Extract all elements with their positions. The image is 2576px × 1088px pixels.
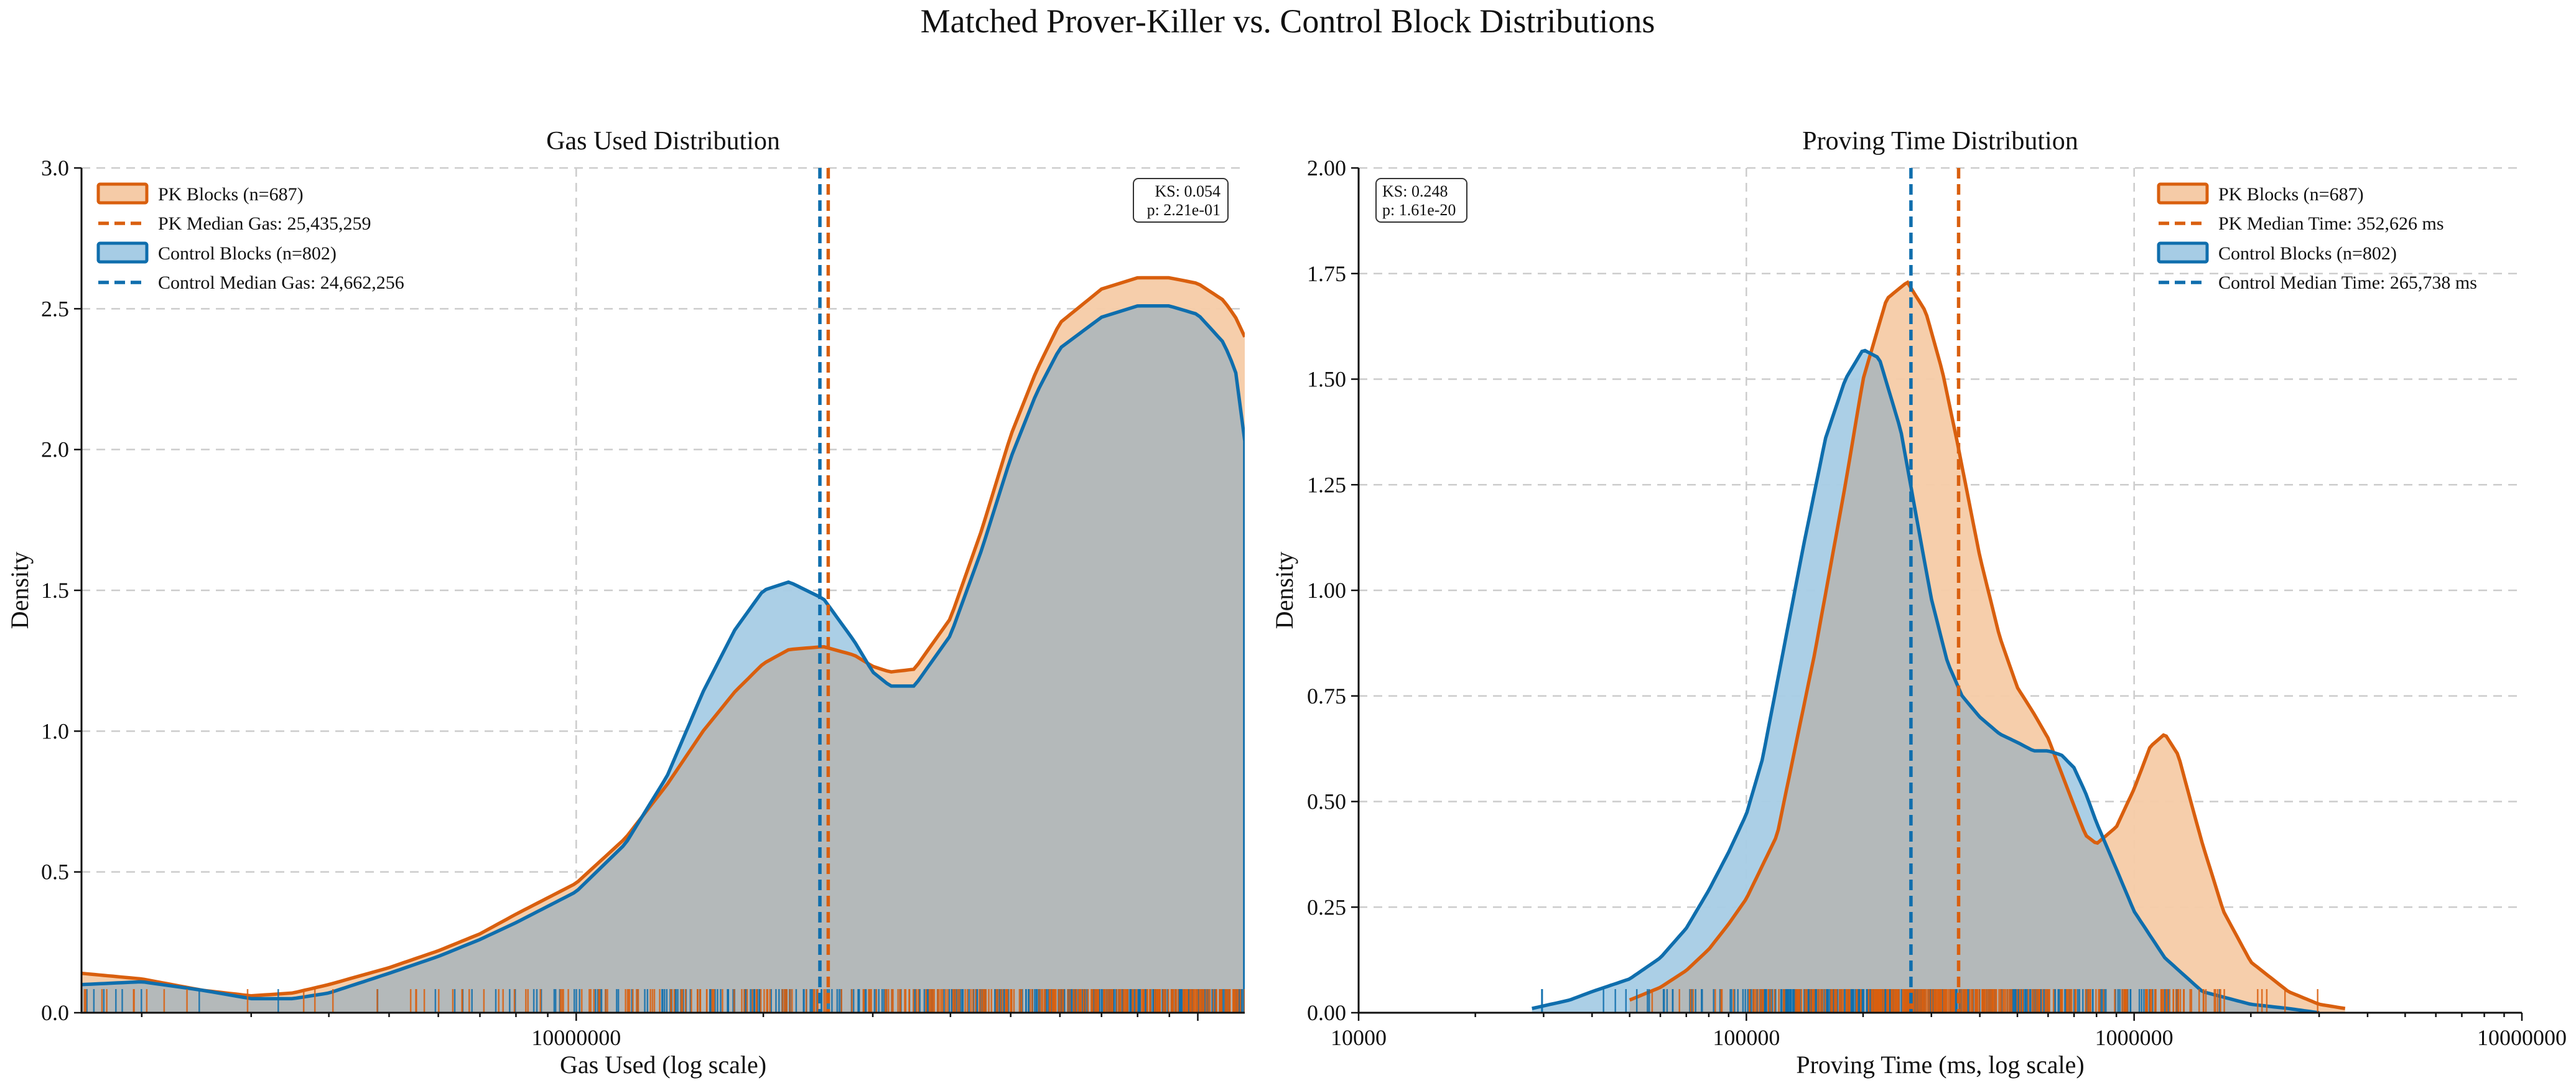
x-tick-label: 10000 <box>1331 1025 1387 1050</box>
legend-label-pk: PK Blocks (n=687) <box>2218 184 2364 205</box>
density-line-control-proving <box>1532 348 2320 1013</box>
figure-title: Matched Prover-Killer vs. Control Block … <box>921 2 1655 40</box>
x-ticks-gas: 10000000 <box>141 1013 1199 1050</box>
stat-ks-gas: KS: 0.054 <box>1155 182 1221 200</box>
y-tick-label: 1.25 <box>1307 472 1346 497</box>
x-tick-label: 10000000 <box>2477 1025 2567 1050</box>
x-tick-label: 10000000 <box>531 1025 621 1050</box>
x-ticks-proving: 10000 100000 1000000 10000000 <box>1331 1013 2567 1050</box>
legend-label-control: Control Blocks (n=802) <box>158 243 337 264</box>
y-tick-label: 0.50 <box>1307 789 1346 814</box>
y-tick-label: 1.75 <box>1307 261 1346 286</box>
stats-box-proving: KS: 0.248 p: 1.61e-20 <box>1375 178 1467 223</box>
y-ticks-proving: 0.00 0.25 0.50 0.75 1.00 1.25 1.50 1.75 2.00 <box>1307 156 1359 1025</box>
density-line-control-gas <box>81 304 1245 1013</box>
y-axis-label-proving: Density <box>1270 552 1298 629</box>
grid-gas <box>81 167 1245 1013</box>
y-tick-label: 2.0 <box>41 437 69 462</box>
y-tick-label: 2.00 <box>1307 156 1346 180</box>
chart-proving-time: Proving Time Distribution 0.000.250.500.… <box>1270 127 2567 1079</box>
density-line-pk-gas <box>81 276 1245 998</box>
chart-title-gas: Gas Used Distribution <box>546 127 780 156</box>
y-tick-label: 0.25 <box>1307 895 1346 919</box>
y-tick-label: 1.0 <box>41 718 69 743</box>
y-ticks-gas: 0.0 0.5 1.0 1.5 2.0 2.5 3.0 <box>41 156 81 1025</box>
y-tick-label: 3.0 <box>41 156 69 180</box>
legend-proving: PK Blocks (n=687) PK Median Time: 352,62… <box>2157 182 2477 293</box>
y-tick-label: 1.5 <box>41 578 69 603</box>
density-overlap-proving <box>1629 353 2320 1013</box>
x-axis-label-gas: Gas Used (log scale) <box>560 1051 766 1079</box>
rug-marks-gas <box>83 989 1245 1013</box>
legend-label-pk: PK Blocks (n=687) <box>158 184 304 205</box>
y-tick-label: 1.00 <box>1307 578 1346 603</box>
legend-swatch-control <box>96 241 149 264</box>
chart-title-proving: Proving Time Distribution <box>1802 127 2078 156</box>
legend-gas: PK Blocks (n=687) PK Median Gas: 25,435,… <box>96 182 404 293</box>
chart-gas-used: Gas Used Distribution 0.0 0.5 1.0 1.5 2.0 2.5… <box>6 127 1245 1079</box>
legend-label-control-median: Control Median Gas: 24,662,256 <box>158 272 404 293</box>
legend-swatch-control <box>2157 241 2209 264</box>
stat-p-gas: p: 2.21e-01 <box>1147 201 1221 219</box>
stats-box-gas: KS: 0.054 p: 2.21e-01 <box>1133 178 1229 223</box>
legend-label-control-median: Control Median Time: 265,738 ms <box>2218 272 2477 293</box>
y-tick-label: 0.00 <box>1307 1000 1346 1025</box>
y-tick-label: 1.50 <box>1307 367 1346 392</box>
legend-swatch-pk <box>2157 182 2209 205</box>
stat-p-proving: p: 1.61e-20 <box>1382 201 1456 219</box>
x-tick-label: 100000 <box>1713 1025 1780 1050</box>
density-overlap-gas <box>81 305 1245 1013</box>
y-tick-label: 0.5 <box>41 860 69 885</box>
legend-label-pk-median: PK Median Time: 352,626 ms <box>2218 213 2444 234</box>
legend-label-pk-median: PK Median Gas: 25,435,259 <box>158 213 371 234</box>
y-tick-label: 0.75 <box>1307 684 1346 709</box>
x-axis-label-proving: Proving Time (ms, log scale) <box>1796 1051 2084 1079</box>
x-tick-label: 1000000 <box>2095 1025 2174 1050</box>
legend-label-control: Control Blocks (n=802) <box>2218 243 2397 264</box>
legend-swatch-pk <box>96 182 149 205</box>
y-tick-label: 2.5 <box>41 296 69 321</box>
y-tick-label: 0.0 <box>41 1000 69 1025</box>
density-line-pk-proving <box>1629 280 2346 1010</box>
y-axis-label-gas: Density <box>6 552 34 629</box>
stat-ks-proving: KS: 0.248 <box>1382 182 1448 200</box>
